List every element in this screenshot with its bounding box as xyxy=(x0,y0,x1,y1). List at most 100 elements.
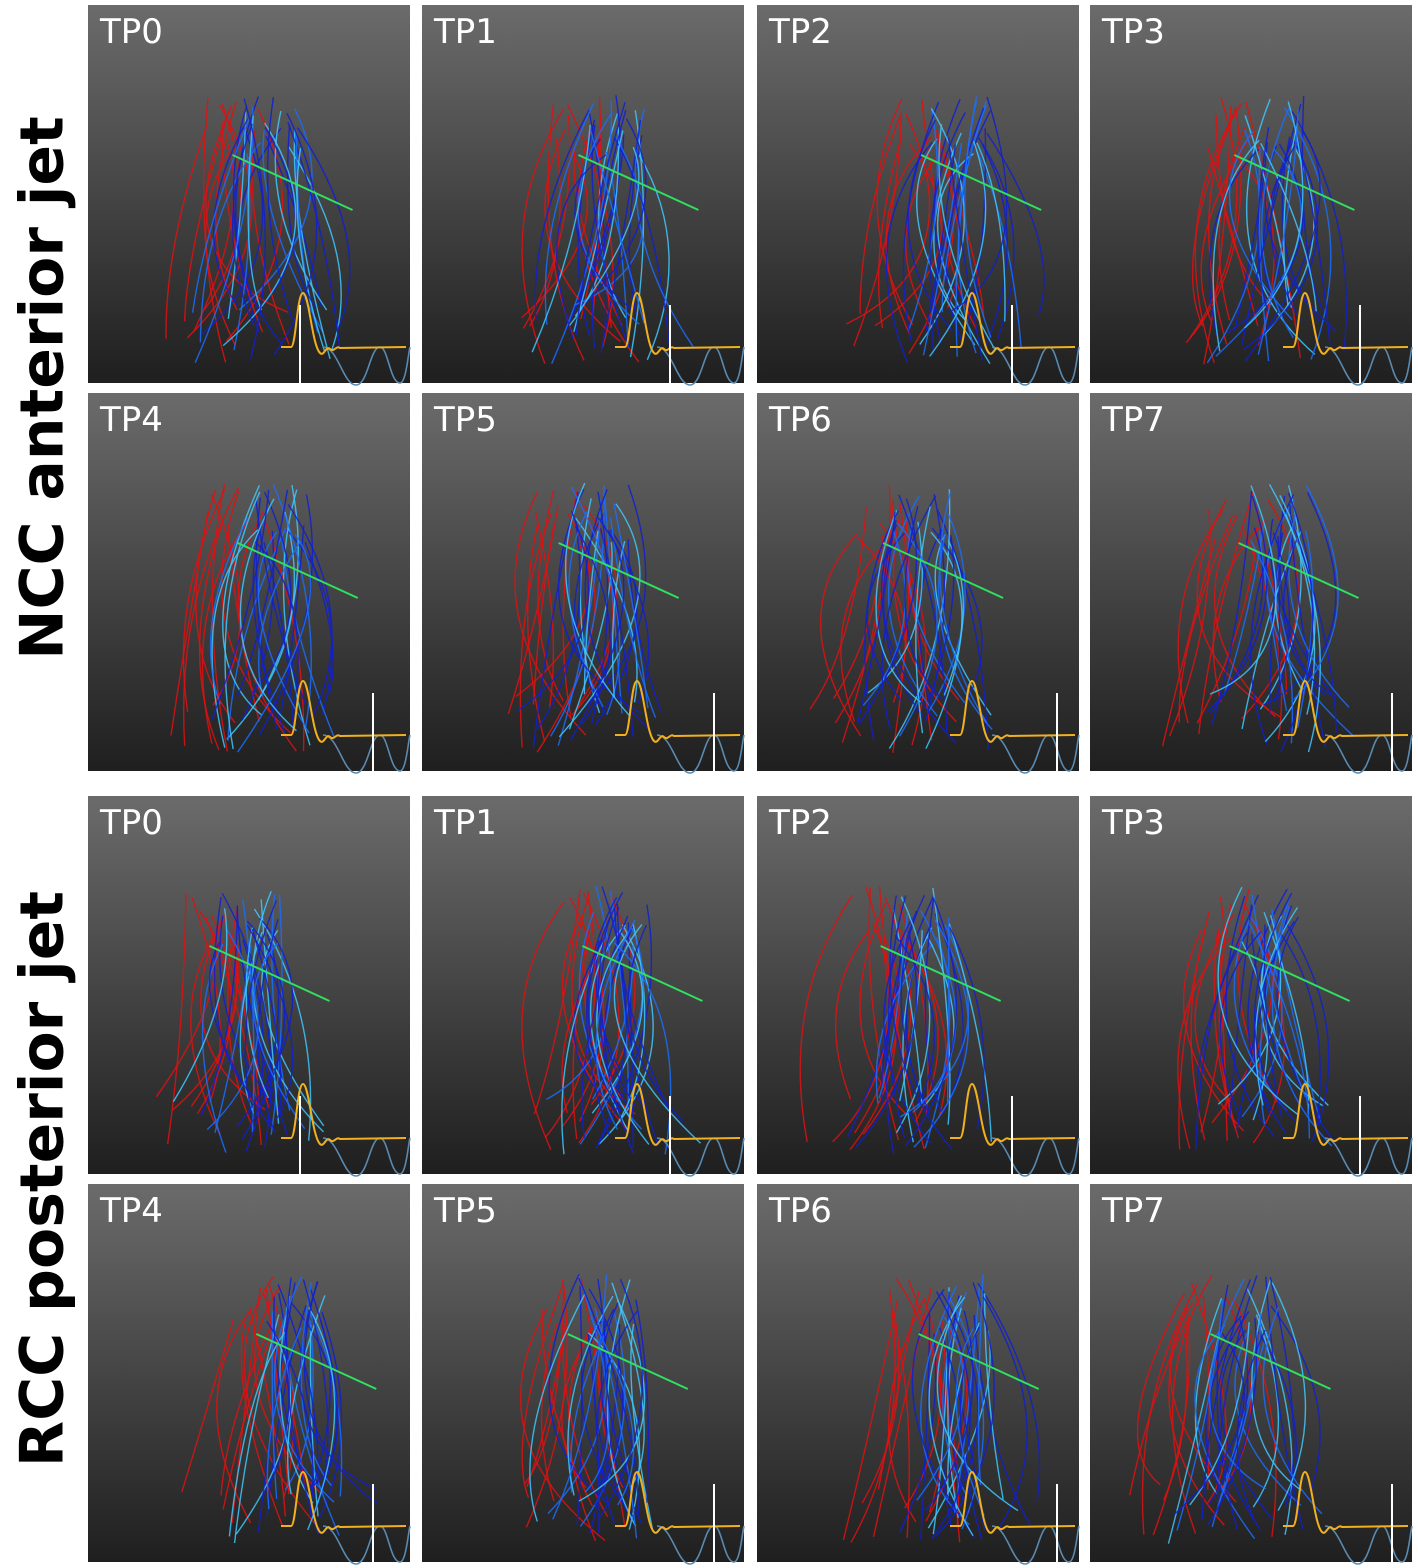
panel-background xyxy=(1090,393,1412,771)
valve-plane xyxy=(880,945,1002,1002)
streamline xyxy=(287,504,333,719)
panel-background xyxy=(1090,5,1412,383)
valve-plane xyxy=(1229,945,1350,1002)
streamline xyxy=(924,937,951,1149)
streamline xyxy=(1210,1315,1262,1531)
streamline xyxy=(309,1324,319,1517)
streamline xyxy=(556,154,607,340)
streamline xyxy=(576,1286,583,1525)
streamline xyxy=(599,906,636,1106)
streamline xyxy=(232,123,255,326)
streamline xyxy=(908,128,955,354)
streamline xyxy=(977,1282,1041,1501)
streamline xyxy=(859,116,901,314)
streamline xyxy=(939,492,988,724)
streamline xyxy=(586,896,618,1136)
streamline xyxy=(1281,136,1320,322)
streamline xyxy=(558,503,641,738)
streamline xyxy=(868,887,900,1141)
streamline xyxy=(284,1320,314,1491)
streamline xyxy=(1237,888,1278,1103)
streamline xyxy=(606,1279,637,1527)
valve-plane xyxy=(232,154,353,211)
streamline xyxy=(1277,536,1281,708)
streamline xyxy=(552,1274,608,1520)
streamline xyxy=(935,129,985,319)
panel: TP3 xyxy=(1090,796,1413,1177)
streamline xyxy=(901,936,948,1119)
streamline xyxy=(936,508,989,750)
streamline xyxy=(202,97,227,363)
streamline xyxy=(1271,905,1333,1147)
streamline xyxy=(1220,1296,1252,1491)
streamline xyxy=(1253,920,1295,1116)
streamline xyxy=(1190,1283,1227,1504)
group-label: RCC posterior jet xyxy=(8,891,78,1467)
streamline xyxy=(881,495,937,730)
streamline xyxy=(533,890,581,1115)
streamline xyxy=(227,111,247,319)
streamline xyxy=(857,511,896,724)
streamline xyxy=(1269,1277,1295,1508)
panel-label: TP5 xyxy=(433,400,497,440)
streamline xyxy=(1205,1311,1250,1501)
streamline xyxy=(927,1330,991,1529)
streamline xyxy=(222,1333,273,1510)
streamline xyxy=(578,1276,610,1493)
streamline xyxy=(981,143,1008,346)
streamline xyxy=(1257,109,1299,355)
streamline xyxy=(231,1287,262,1523)
streamline xyxy=(577,914,605,1122)
streamline xyxy=(929,112,966,344)
streamline xyxy=(976,142,1006,322)
streamline xyxy=(862,531,906,706)
streamline xyxy=(544,103,594,325)
streamline xyxy=(1185,106,1242,344)
streamline xyxy=(1203,105,1232,365)
streamline xyxy=(516,510,590,712)
streamline xyxy=(279,525,305,714)
valve-plane xyxy=(1210,1333,1331,1390)
streamline xyxy=(1198,490,1255,735)
streamline xyxy=(526,1320,567,1488)
streamline xyxy=(928,535,955,701)
streamline xyxy=(875,509,922,703)
flow-curve xyxy=(615,291,741,355)
streamline xyxy=(240,1319,284,1527)
streamline xyxy=(947,1294,985,1530)
flow-curve xyxy=(1283,1470,1409,1534)
valve-plane xyxy=(918,1333,1040,1390)
streamline xyxy=(571,893,636,1115)
panel: TP7 xyxy=(1090,393,1413,774)
streamline xyxy=(853,111,902,347)
flow-curve xyxy=(950,1470,1076,1534)
streamline xyxy=(1252,1314,1280,1508)
streamline xyxy=(977,1274,984,1486)
streamline xyxy=(211,529,259,748)
streamline xyxy=(603,494,623,714)
panel: TP0 xyxy=(88,5,411,386)
streamline xyxy=(1270,139,1302,322)
streamline xyxy=(1232,153,1275,346)
streamline xyxy=(578,1277,639,1516)
streamline xyxy=(211,484,228,752)
streamline xyxy=(846,113,931,325)
streamline xyxy=(212,118,249,306)
panel-label: TP0 xyxy=(99,12,163,52)
streamline xyxy=(1141,1283,1199,1535)
streamline xyxy=(1177,936,1232,1149)
streamline xyxy=(205,105,289,313)
panel-label: TP6 xyxy=(768,1191,832,1231)
streamline xyxy=(1218,1313,1262,1503)
streamline xyxy=(927,513,966,713)
streamline xyxy=(304,542,334,695)
panel-label: TP1 xyxy=(433,12,497,52)
streamline xyxy=(1178,911,1210,1150)
streamline xyxy=(835,930,870,1100)
streamline xyxy=(252,891,324,1133)
streamline xyxy=(537,490,564,702)
panel: TP5 xyxy=(422,1184,745,1565)
streamline xyxy=(885,136,932,336)
streamline xyxy=(590,1317,635,1506)
streamline xyxy=(1233,920,1288,1112)
